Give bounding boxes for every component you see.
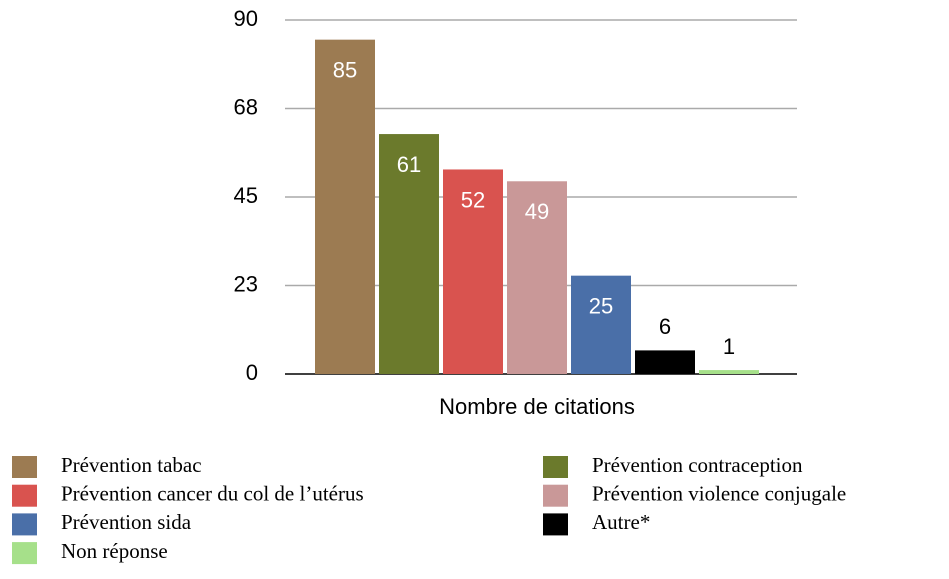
data-label: 49 (525, 199, 549, 224)
x-axis-label: Nombre de citations (439, 394, 635, 419)
data-label: 52 (461, 187, 485, 212)
legend-label: Non réponse (61, 539, 168, 563)
bar (315, 39, 375, 375)
bar (379, 134, 439, 374)
legend-label: Prévention violence conjugale (592, 482, 846, 506)
legend-label: Prévention cancer du col de l’utérus (61, 482, 364, 506)
y-tick-label: 90 (234, 6, 258, 31)
bar (507, 181, 567, 374)
legend-label: Prévention tabac (61, 453, 202, 477)
data-label: 25 (589, 293, 613, 318)
legend-swatch (543, 513, 568, 536)
y-tick-label: 0 (246, 360, 258, 385)
legend-label: Autre* (592, 510, 650, 534)
data-label: 61 (397, 152, 421, 177)
bar (635, 350, 695, 374)
data-label: 6 (659, 314, 671, 339)
legend-label: Prévention contraception (592, 453, 803, 477)
legend-swatch (12, 542, 37, 565)
legend-swatch (12, 484, 37, 507)
legend-swatch (543, 456, 568, 478)
y-tick-label: 45 (234, 183, 258, 208)
legend-label: Prévention sida (61, 510, 192, 534)
legend-swatch (543, 484, 568, 507)
data-label: 1 (723, 334, 735, 359)
bar (571, 275, 631, 374)
bar (443, 169, 503, 374)
y-tick-label: 68 (234, 94, 258, 119)
y-tick-label: 23 (234, 271, 258, 296)
legend-swatch (12, 513, 37, 536)
legend-swatch (12, 456, 37, 478)
bar (699, 370, 759, 374)
data-label: 85 (333, 57, 357, 82)
